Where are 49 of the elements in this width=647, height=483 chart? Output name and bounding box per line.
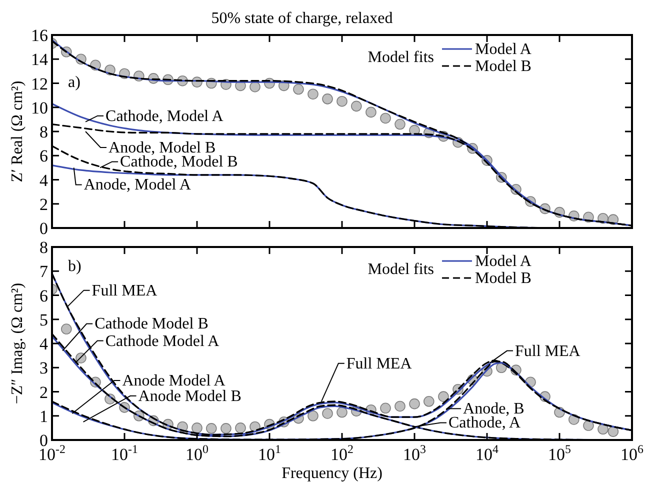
chart-title: 50% state of charge, relaxed (211, 10, 393, 27)
x-tick-label: 10$^{2}$ (330, 442, 354, 464)
annotation: Anode Model A (122, 372, 226, 390)
annotation: Cathode, A (448, 414, 521, 432)
y-tick-label: 2 (40, 382, 48, 402)
y-axis-title: Z′ Real (Ω cm²) (9, 80, 26, 182)
x-tick-label: 10$^{-1}$ (111, 442, 138, 464)
x-tick-label: 10$^{4}$ (476, 442, 499, 464)
legend-label: Model B (475, 270, 532, 287)
y-tick-label: 12 (31, 74, 48, 94)
annotation: Anode, Model B (108, 140, 216, 156)
x-tick-label: 10$^{1}$ (258, 442, 282, 464)
y-tick-label: 6 (40, 286, 48, 306)
x-axis-title: Frequency (Hz) (282, 465, 382, 482)
y-tick-label: 5 (40, 310, 48, 330)
annotation: b) (68, 258, 82, 275)
annotation: Full MEA (515, 342, 581, 360)
annotation: a) (68, 74, 80, 91)
legend-label: Model A (475, 253, 532, 270)
y-tick-label: 1 (40, 406, 48, 426)
annotation: Cathode, Model A (106, 108, 224, 125)
legend-title: Model fits (368, 261, 434, 278)
annotation: Anode, Model A (84, 176, 192, 194)
annotation: Anode Model B (138, 388, 242, 405)
y-tick-label: 7 (40, 262, 48, 282)
y-tick-label: 2 (40, 194, 48, 214)
y-axis-title: −Z″ Imag. (Ω cm²) (9, 282, 26, 404)
y-tick-label: 4 (40, 334, 48, 354)
annotation: Cathode Model A (105, 332, 220, 350)
annotation: Cathode, Model B (120, 154, 238, 171)
y-tick-label: 3 (40, 358, 48, 378)
y-tick-label: 0 (40, 219, 48, 238)
annotation: Full MEA (92, 282, 158, 300)
y-tick-label: 6 (40, 146, 48, 166)
y-tick-label: 14 (31, 50, 48, 70)
y-tick-label: 8 (40, 122, 48, 142)
x-tick-label: 10$^{3}$ (403, 442, 426, 464)
legend-label: Model B (475, 58, 532, 75)
x-tick-label: 10$^{5}$ (548, 442, 572, 464)
x-tick-label: 10$^{0}$ (186, 442, 209, 464)
annotation: Full MEA (346, 355, 412, 372)
x-tick-label: 10$^{6}$ (620, 442, 644, 464)
y-tick-label: 10 (31, 98, 48, 118)
legend-title: Model fits (368, 49, 434, 66)
annotation: Cathode Model B (94, 316, 208, 333)
y-tick-label: 16 (31, 26, 48, 45)
y-tick-label: 4 (40, 170, 48, 190)
legend-label: Model A (475, 41, 532, 58)
y-tick-label: 8 (40, 238, 48, 257)
